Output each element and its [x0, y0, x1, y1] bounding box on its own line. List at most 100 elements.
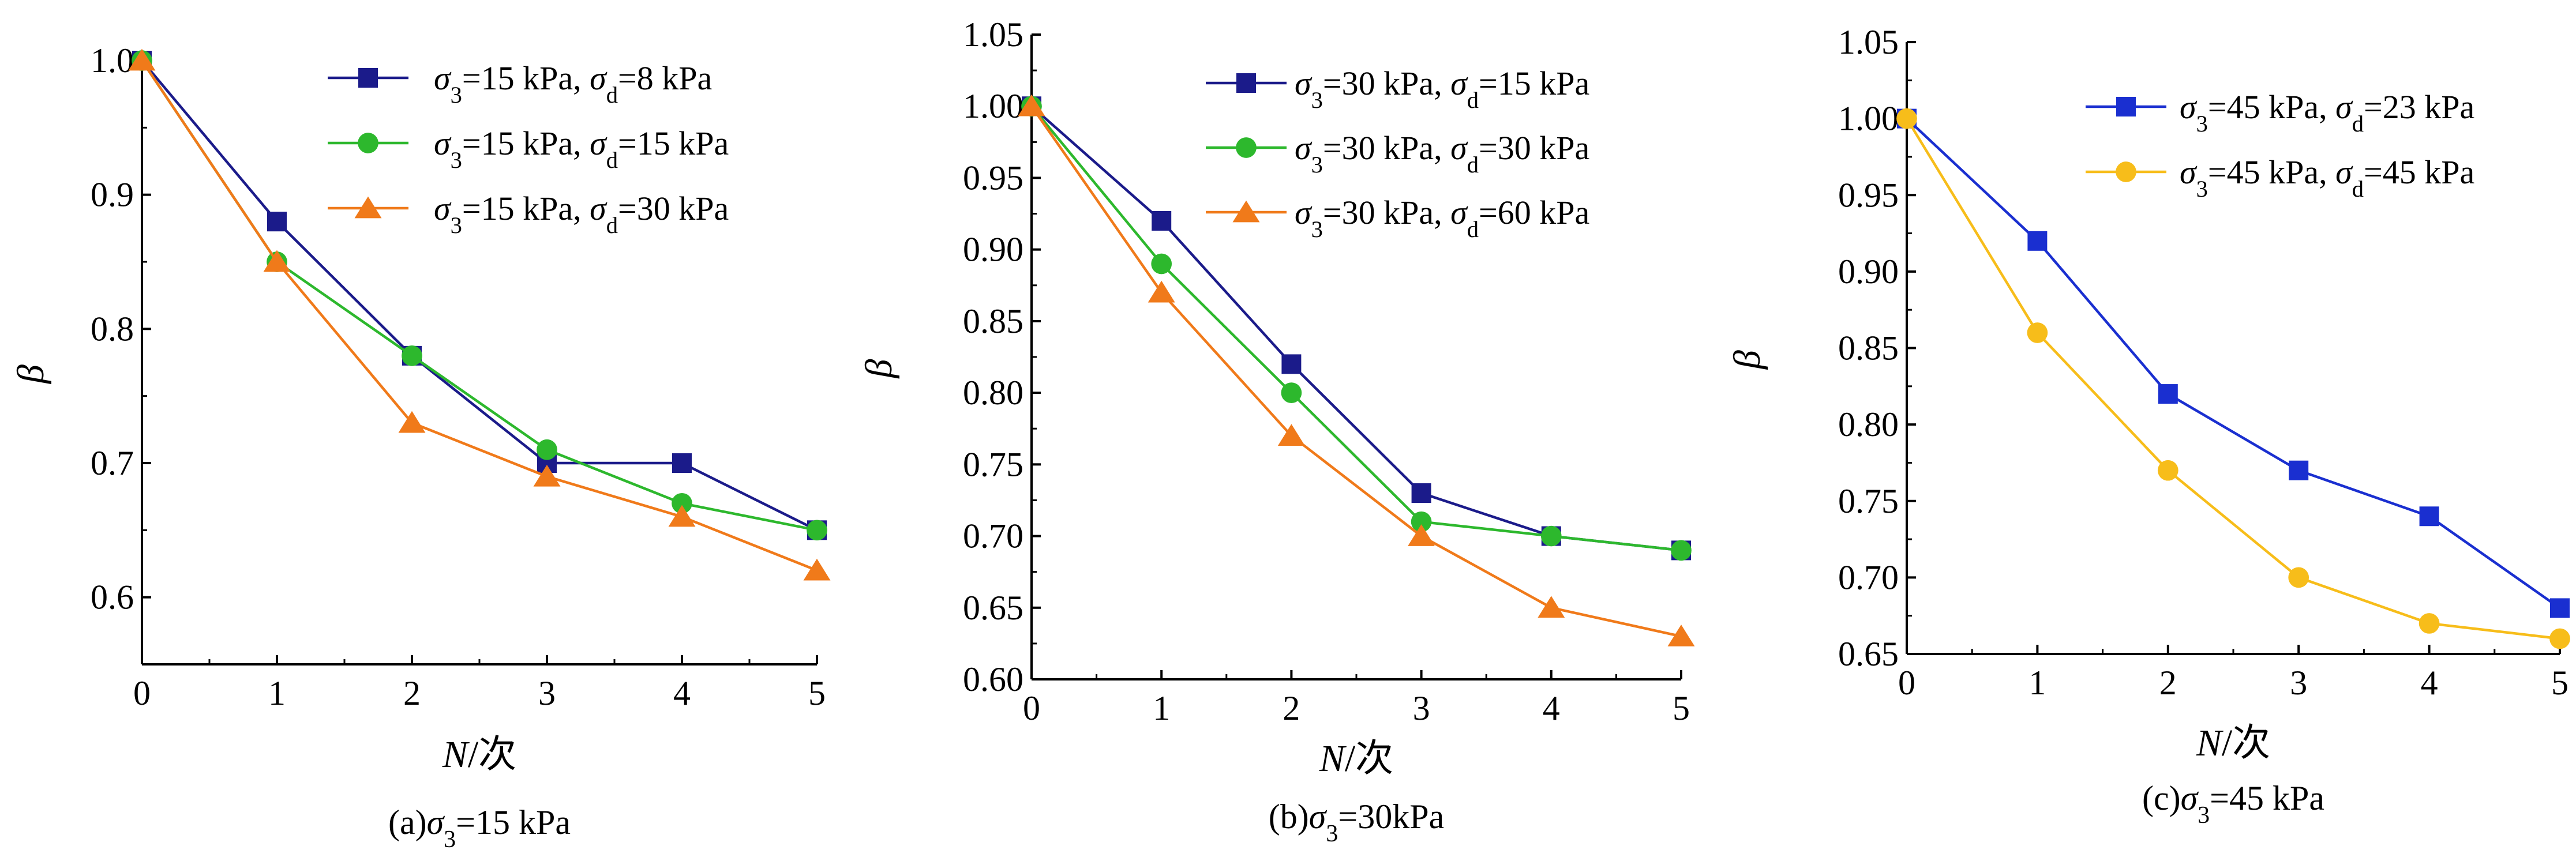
legend-marker	[1232, 200, 1260, 223]
data-point	[2550, 598, 2570, 618]
data-point	[2549, 628, 2570, 649]
data-point	[537, 439, 557, 460]
text-run: =30 kPa	[1479, 129, 1589, 167]
series-line	[1906, 117, 2561, 610]
data-point	[1667, 625, 1695, 646]
series-line	[1030, 105, 1682, 552]
sigma-symbol: σ	[434, 125, 452, 162]
y-tick-label: 1.00	[1838, 100, 1899, 138]
axis-symbol: β	[10, 364, 52, 385]
data-point	[2289, 460, 2309, 480]
subscript: 3	[2198, 802, 2210, 829]
x-tick-label: 5	[808, 674, 826, 712]
text-run: =15 kPa,	[462, 190, 590, 227]
series-line	[141, 59, 818, 532]
x-tick-label: 5	[2551, 664, 2568, 702]
subscript: 3	[1311, 87, 1323, 113]
text-run: (a)	[388, 803, 427, 841]
legend-entry: σ3=30 kPa, σd=30 kPa	[1295, 129, 1589, 178]
data-point	[1018, 94, 1045, 116]
legend-marker	[358, 68, 378, 88]
y-axis-label: β	[10, 364, 52, 385]
y-tick-label: 0.95	[963, 159, 1023, 197]
x-tick-label: 1	[1153, 689, 1170, 727]
sigma-symbol: σ	[2335, 153, 2353, 191]
legend-marker	[1236, 137, 1257, 158]
x-axis-label: N/次	[1319, 738, 1393, 780]
y-tick-label: 1.05	[1838, 23, 1899, 61]
legend-marker	[354, 196, 382, 219]
x-tick-label: 1	[2028, 664, 2046, 702]
text-run: =30 kPa,	[1323, 129, 1450, 167]
sigma-symbol: σ	[1295, 65, 1313, 102]
series-2	[1896, 108, 2570, 649]
chart-panel-3: 0 1 2 3 4 5 0.65 0.70 0.75 0.80 0.85 0.90 0.95 1.00 1.…	[1726, 23, 2570, 829]
data-point	[1896, 108, 1917, 129]
sigma-symbol: σ	[1450, 129, 1468, 167]
y-tick-label: 0.70	[1838, 558, 1899, 596]
subscript: 3	[451, 147, 462, 173]
subscript: 3	[2196, 111, 2208, 137]
legend-marker	[2116, 161, 2136, 182]
y-tick-label: 0.95	[1838, 176, 1899, 214]
sigma-symbol: σ	[2181, 779, 2199, 817]
y-tick-label: 0.80	[963, 374, 1023, 412]
subscript: d	[1467, 216, 1479, 242]
series-3	[128, 48, 831, 581]
data-point	[263, 250, 291, 272]
text-run: =45 kPa	[2210, 779, 2324, 817]
legend-marker	[358, 133, 378, 153]
sigma-symbol: σ	[434, 190, 452, 227]
sigma-symbol: σ	[1450, 65, 1468, 102]
text-run: (c)	[2142, 779, 2181, 817]
y-tick-label: 0.90	[1838, 253, 1899, 291]
data-point	[267, 212, 287, 232]
data-point	[1151, 253, 1172, 275]
sigma-symbol: σ	[2180, 88, 2198, 126]
axis-unit: /次	[2222, 722, 2270, 764]
x-axis-label: N/次	[2196, 722, 2270, 764]
legend-marker	[2116, 97, 2136, 116]
y-tick-label: 0.90	[963, 231, 1023, 269]
legend-entry: σ3=45 kPa, σd=45 kPa	[2180, 153, 2474, 202]
x-tick-label: 2	[403, 674, 421, 712]
data-point	[668, 505, 696, 527]
x-tick-label: 4	[673, 674, 691, 712]
legend-marker	[1236, 73, 1256, 93]
text-run: =60 kPa	[1479, 194, 1589, 231]
sigma-symbol: σ	[1309, 798, 1328, 836]
x-tick-label: 0	[1898, 664, 1915, 702]
subscript: d	[1467, 152, 1479, 178]
sigma-symbol: σ	[1295, 194, 1313, 231]
sigma-symbol: σ	[590, 59, 608, 97]
series-2	[1021, 96, 1692, 561]
y-tick-label: 0.60	[963, 660, 1023, 698]
x-tick-label: 0	[1023, 689, 1040, 727]
data-point	[1540, 525, 1562, 547]
legend-entry: σ3=15 kPa, σd=8 kPa	[434, 59, 712, 108]
series-line	[1030, 105, 1682, 552]
x-tick-label: 3	[2290, 664, 2307, 702]
axis-symbol: N	[2196, 722, 2224, 764]
y-tick-label: 0.70	[963, 517, 1023, 555]
x-tick-label: 3	[1413, 689, 1430, 727]
subscript: 3	[1326, 821, 1338, 847]
x-tick-label: 4	[1543, 689, 1560, 727]
data-point	[1281, 382, 1302, 403]
subscript: 3	[444, 826, 456, 853]
data-point	[1277, 424, 1305, 446]
y-tick-label: 0.6	[91, 578, 134, 616]
x-tick-label: 3	[538, 674, 556, 712]
chart-panel-1: 0 1 2 3 4 50.60.70.80.91.0βN/次σ3=15 kPa, σd=8…	[10, 42, 831, 853]
text-run: =8 kPa	[618, 59, 712, 97]
axis-symbol: N	[1319, 738, 1347, 780]
series-line	[1030, 105, 1682, 638]
data-point	[1148, 280, 1175, 303]
subscript: 3	[1311, 152, 1323, 178]
data-point	[2157, 460, 2178, 481]
axis-symbol: β	[1726, 350, 1768, 370]
sigma-symbol: σ	[2180, 153, 2198, 191]
